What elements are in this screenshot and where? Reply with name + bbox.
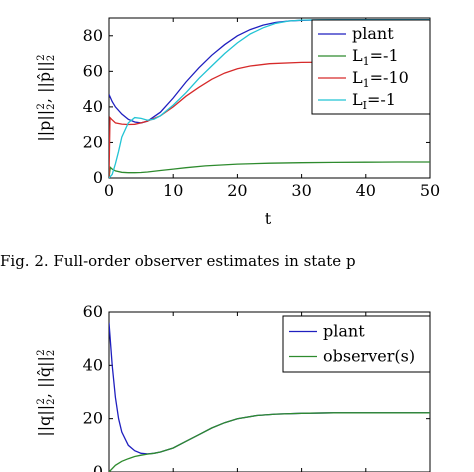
y-tick-label: 20 (83, 409, 103, 428)
y-tick-label: 60 (83, 61, 103, 80)
x-tick-label: 40 (356, 181, 376, 200)
x-tick-label: 30 (291, 181, 311, 200)
y-tick-label: 20 (83, 132, 103, 151)
series-line-1 (109, 161, 430, 178)
chart-p-ylabel: ||p||22, ||p̂||22 (35, 54, 57, 141)
series-line-1 (109, 412, 430, 472)
chart-p: ||p||22, ||p̂||22 0 10 20 30 40 50 0 20 40 60 80 pl… (35, 17, 440, 228)
chart-q-ylabel-text: ||q||22, ||q̂||22 (35, 349, 57, 436)
legend-entry: LI=-1 (352, 90, 396, 112)
ylabel-p-part-b: , ||p̂|| (35, 61, 54, 103)
legend-entry: observer(s) (323, 347, 415, 366)
legend-entry: plant (352, 24, 394, 43)
ylabel-q-part-a: ||q|| (35, 405, 54, 437)
y-tick-label: 40 (83, 355, 103, 374)
plot-frame (108, 311, 431, 472)
legend-box (282, 315, 431, 373)
y-tick-label: 0 (93, 168, 103, 187)
x-tick-label: 10 (163, 181, 183, 200)
y-tick-label: 80 (83, 26, 103, 45)
chart-p-ylabel-text: ||p||22, ||p̂||22 (35, 54, 57, 141)
chart-q-ylabel: ||q||22, ||q̂||22 (35, 349, 57, 436)
x-tick-label: 20 (227, 181, 247, 200)
figure-caption: Fig. 2. Full-order observer estimates in… (0, 252, 356, 270)
chart-q: ||q||22, ||q̂||22 0 20 40 60 plant observer(s… (35, 302, 431, 472)
x-tick-label: 50 (420, 181, 440, 200)
legend-entry: plant (323, 322, 365, 341)
chart-p-plot-area: 0 10 20 30 40 50 0 20 40 60 80 plant L1=-1L1=-10LI=-… (83, 17, 440, 200)
ylabel-p-part-a: ||p|| (35, 110, 54, 142)
chart-q-plot-area: 0 20 40 60 plant observer(s) (83, 302, 431, 472)
legend: plant observer(s) (282, 315, 431, 373)
chart-p-xlabel: t (265, 209, 272, 228)
y-tick-label: 0 (93, 462, 103, 472)
legend-entry: L1=-1 (352, 46, 399, 68)
y-tick-label: 40 (83, 97, 103, 116)
legend-box (311, 19, 431, 115)
legend-entry: L1=-10 (352, 68, 409, 90)
x-tick-label: 0 (104, 181, 114, 200)
ylabel-q-part-b: , ||q̂|| (35, 356, 54, 398)
y-tick-label: 60 (83, 302, 103, 321)
